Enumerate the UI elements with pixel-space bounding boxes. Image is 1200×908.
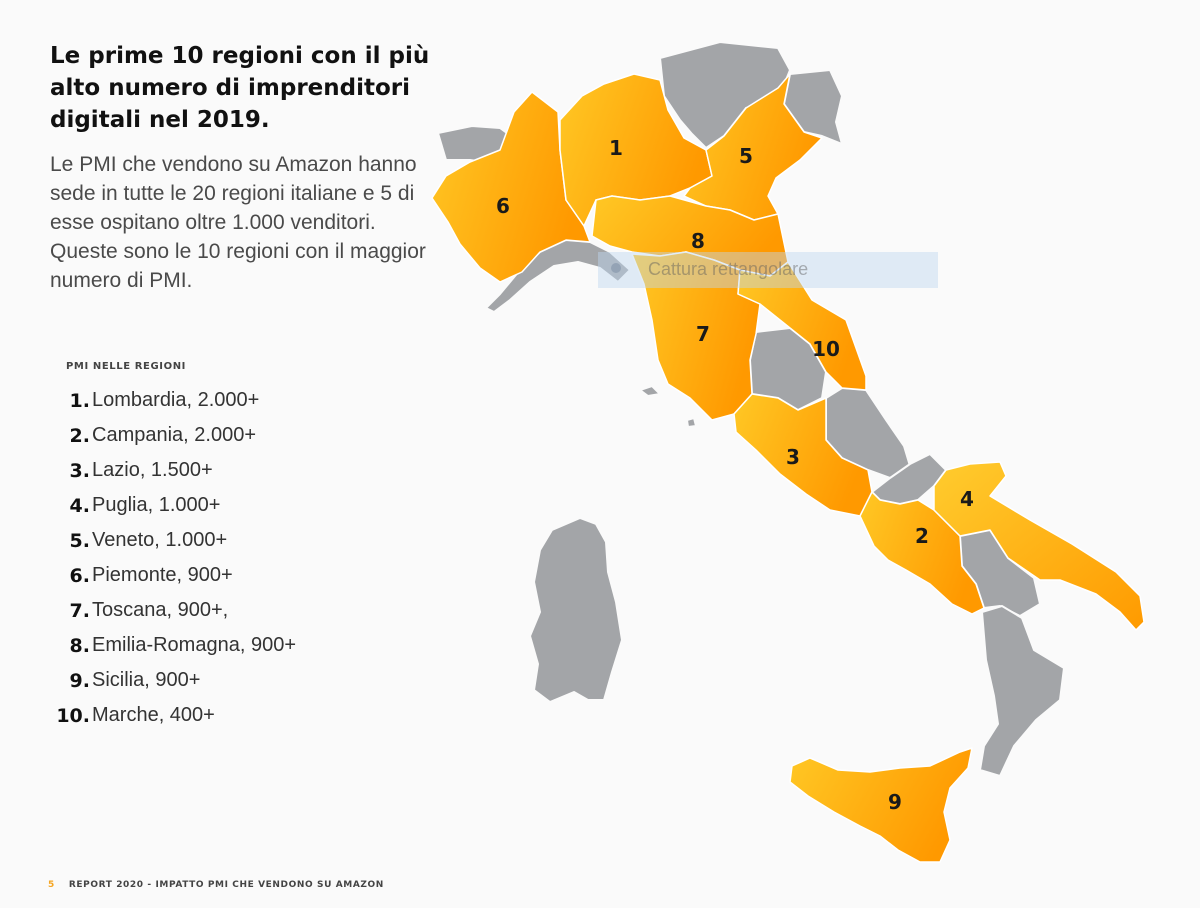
islet-elba: [639, 385, 661, 397]
rank-text: Veneto, 1.000+: [92, 529, 228, 551]
rank-text: Lazio, 1.500+: [92, 459, 213, 481]
map-label-piemonte: 6: [496, 194, 510, 218]
map-label-veneto: 5: [739, 144, 753, 168]
rank-number: 1.: [69, 389, 90, 412]
map-label-emilia: 8: [691, 229, 705, 253]
list-item: 9. Sicilia, 900+: [40, 663, 296, 698]
capture-label: Cattura rettangolare: [648, 259, 809, 279]
list-item: 10. Marche, 400+: [40, 698, 296, 733]
page-number: 5: [48, 880, 55, 890]
region-marche: [737, 261, 867, 391]
rank-number: 3.: [69, 459, 90, 482]
capture-icon: [611, 263, 621, 273]
map-label-sicilia: 9: [888, 790, 902, 814]
page-description: Le PMI che vendono su Amazon hanno sede …: [50, 153, 426, 292]
capture-overlay[interactable]: [598, 252, 938, 288]
region-sardegna: [529, 517, 623, 703]
rank-text: Lombardia, 2.000+: [92, 389, 260, 411]
region-veneto: [683, 73, 823, 221]
region-toscana: [631, 251, 761, 421]
map-label-puglia: 4: [960, 487, 974, 511]
list-heading: PMI NELLE REGIONI: [66, 361, 186, 372]
rank-text: Campania, 2.000+: [92, 424, 257, 446]
map-label-lazio: 3: [786, 445, 800, 469]
list-item: 1. Lombardia, 2.000+: [40, 383, 296, 418]
footer-text: REPORT 2020 - IMPATTO PMI CHE VENDONO SU…: [68, 880, 384, 890]
ranking-list: 1. Lombardia, 2.000+ 2. Campania, 2.000+ 3…: [40, 383, 296, 733]
rank-text: Piemonte, 900+: [92, 564, 233, 586]
region-campania: [859, 491, 985, 615]
page-title: Le prime 10 regioni con il più alto nume…: [50, 43, 430, 133]
region-lazio: [733, 393, 873, 517]
rank-number: 10.: [56, 704, 90, 727]
list-item: 3. Lazio, 1.500+: [40, 453, 296, 488]
map-label-marche: 10: [812, 337, 840, 361]
rank-text: Marche, 400+: [92, 704, 215, 726]
region-sicilia: [789, 747, 973, 863]
rank-number: 6.: [69, 564, 90, 587]
rank-number: 4.: [69, 494, 90, 517]
map-label-campania: 2: [915, 524, 929, 548]
rank-number: 7.: [69, 599, 90, 622]
rank-text: Toscana, 900+,: [92, 599, 229, 621]
map-label-toscana: 7: [696, 322, 710, 346]
region-calabria: [979, 605, 1065, 777]
list-item: 8. Emilia-Romagna, 900+: [40, 628, 296, 663]
rank-text: Sicilia, 900+: [92, 669, 201, 691]
rank-number: 5.: [69, 529, 90, 552]
region-puglia: [933, 461, 1145, 631]
rank-number: 2.: [69, 424, 90, 447]
rank-number: 9.: [69, 669, 90, 692]
rank-number: 8.: [69, 634, 90, 657]
rank-text: Emilia-Romagna, 900+: [92, 634, 296, 656]
list-item: 4. Puglia, 1.000+: [40, 488, 296, 523]
rank-text: Puglia, 1.000+: [92, 494, 221, 516]
map-label-lombardia: 1: [609, 136, 623, 160]
list-item: 7. Toscana, 900+,: [40, 593, 296, 628]
list-item: 6. Piemonte, 900+: [40, 558, 296, 593]
islet-giglio: [686, 417, 697, 428]
list-item: 2. Campania, 2.000+: [40, 418, 296, 453]
page-footer: 5 REPORT 2020 - IMPATTO PMI CHE VENDONO S…: [48, 880, 384, 890]
list-item: 5. Veneto, 1.000+: [40, 523, 296, 558]
